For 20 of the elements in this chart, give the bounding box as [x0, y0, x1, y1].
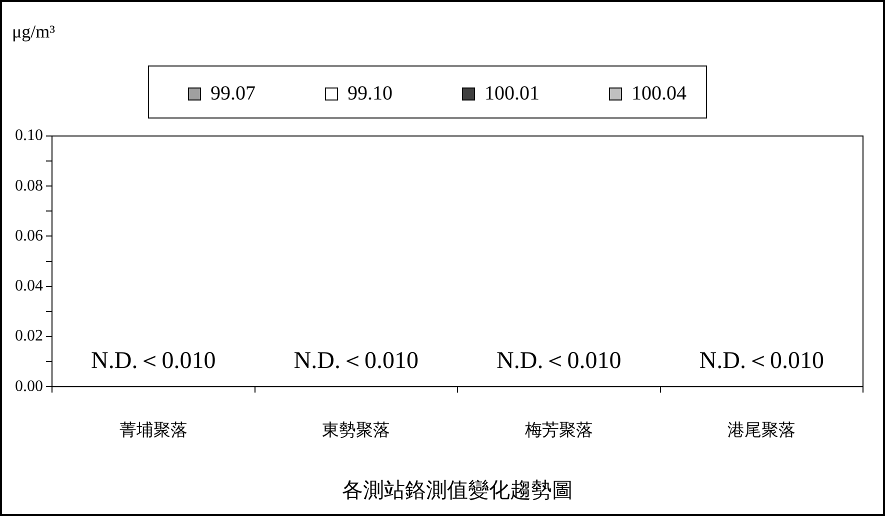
legend-label: 99.07	[210, 82, 256, 104]
annotation: N.D.＜0.010	[294, 348, 418, 374]
y-tick-label: 0.00	[15, 378, 43, 395]
x-tick-label: 菁埔聚落	[119, 420, 188, 440]
x-tick-label: 梅芳聚落	[524, 420, 593, 440]
y-tick-label: 0.04	[15, 278, 43, 295]
legend-label: 100.04	[632, 82, 686, 104]
x-tick-label: 東勢聚落	[322, 420, 390, 440]
y-tick-label: 0.02	[15, 328, 43, 345]
y-tick-label: 0.08	[15, 177, 43, 194]
y-tick-label: 0.06	[15, 227, 43, 244]
legend-label: 99.10	[348, 82, 392, 104]
annotation: N.D.＜0.010	[699, 348, 824, 374]
y-tick-label: 0.10	[15, 127, 43, 144]
legend-label: 100.01	[484, 82, 540, 104]
annotation: N.D.＜0.010	[91, 348, 216, 374]
text: 各測站鉻測值變化趨勢圖	[342, 478, 573, 502]
x-tick-label: 港尾聚落	[728, 420, 796, 440]
annotation: N.D.＜0.010	[496, 348, 622, 374]
y-axis-title: μg/m³	[12, 22, 56, 42]
